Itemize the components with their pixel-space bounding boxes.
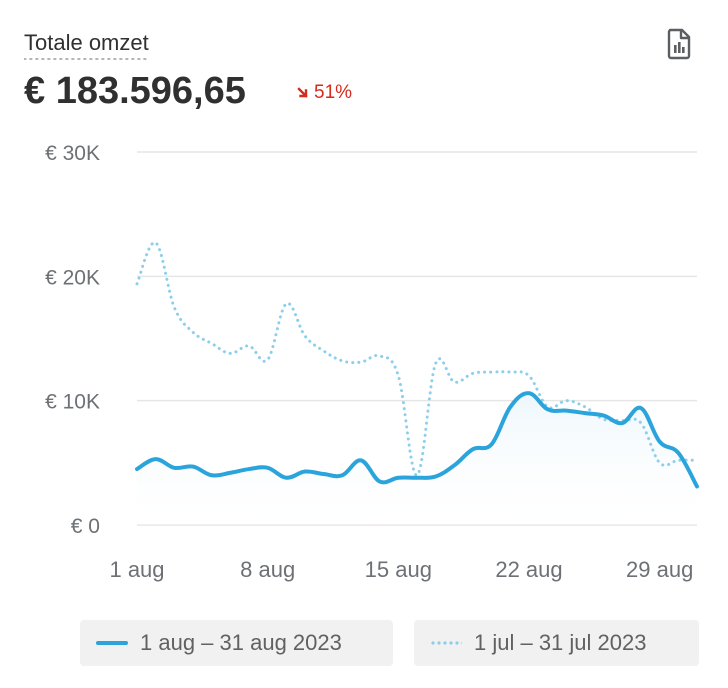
x-tick-label: 8 aug xyxy=(240,557,295,582)
area-current-period xyxy=(137,393,697,525)
x-tick-label: 1 aug xyxy=(109,557,164,582)
line-chart: € 0 € 10K € 20K € 30K 1 aug 8 aug 15 aug 22 aug… xyxy=(45,142,699,582)
legend-current-period[interactable]: 1 aug – 31 aug 2023 xyxy=(80,620,393,666)
x-tick-label: 22 aug xyxy=(495,557,562,582)
arrow-down-right-icon xyxy=(297,87,308,98)
change-percentage: 51% xyxy=(314,82,353,103)
y-tick-label: € 30K xyxy=(45,142,100,165)
report-chart-icon[interactable] xyxy=(665,28,693,60)
line-current-period xyxy=(135,391,699,489)
legend-swatch-previous xyxy=(430,641,462,645)
chart-title[interactable]: Totale omzet xyxy=(24,30,149,60)
y-tick-label: € 10K xyxy=(45,391,100,414)
x-tick-label: 15 aug xyxy=(365,557,432,582)
line-previous-period xyxy=(135,241,699,477)
legend-label-previous: 1 jul – 31 jul 2023 xyxy=(474,630,647,655)
change-badge: 51% xyxy=(296,82,352,104)
total-revenue-value: € 183.596,65 xyxy=(24,70,246,112)
y-tick-label: € 0 xyxy=(71,515,100,538)
x-tick-label: 29 aug xyxy=(626,557,693,582)
legend-label-current: 1 aug – 31 aug 2023 xyxy=(140,630,342,655)
legend-previous-period[interactable]: 1 jul – 31 jul 2023 xyxy=(414,620,699,666)
legend-swatch-current xyxy=(96,641,128,645)
y-tick-label: € 20K xyxy=(45,266,100,289)
